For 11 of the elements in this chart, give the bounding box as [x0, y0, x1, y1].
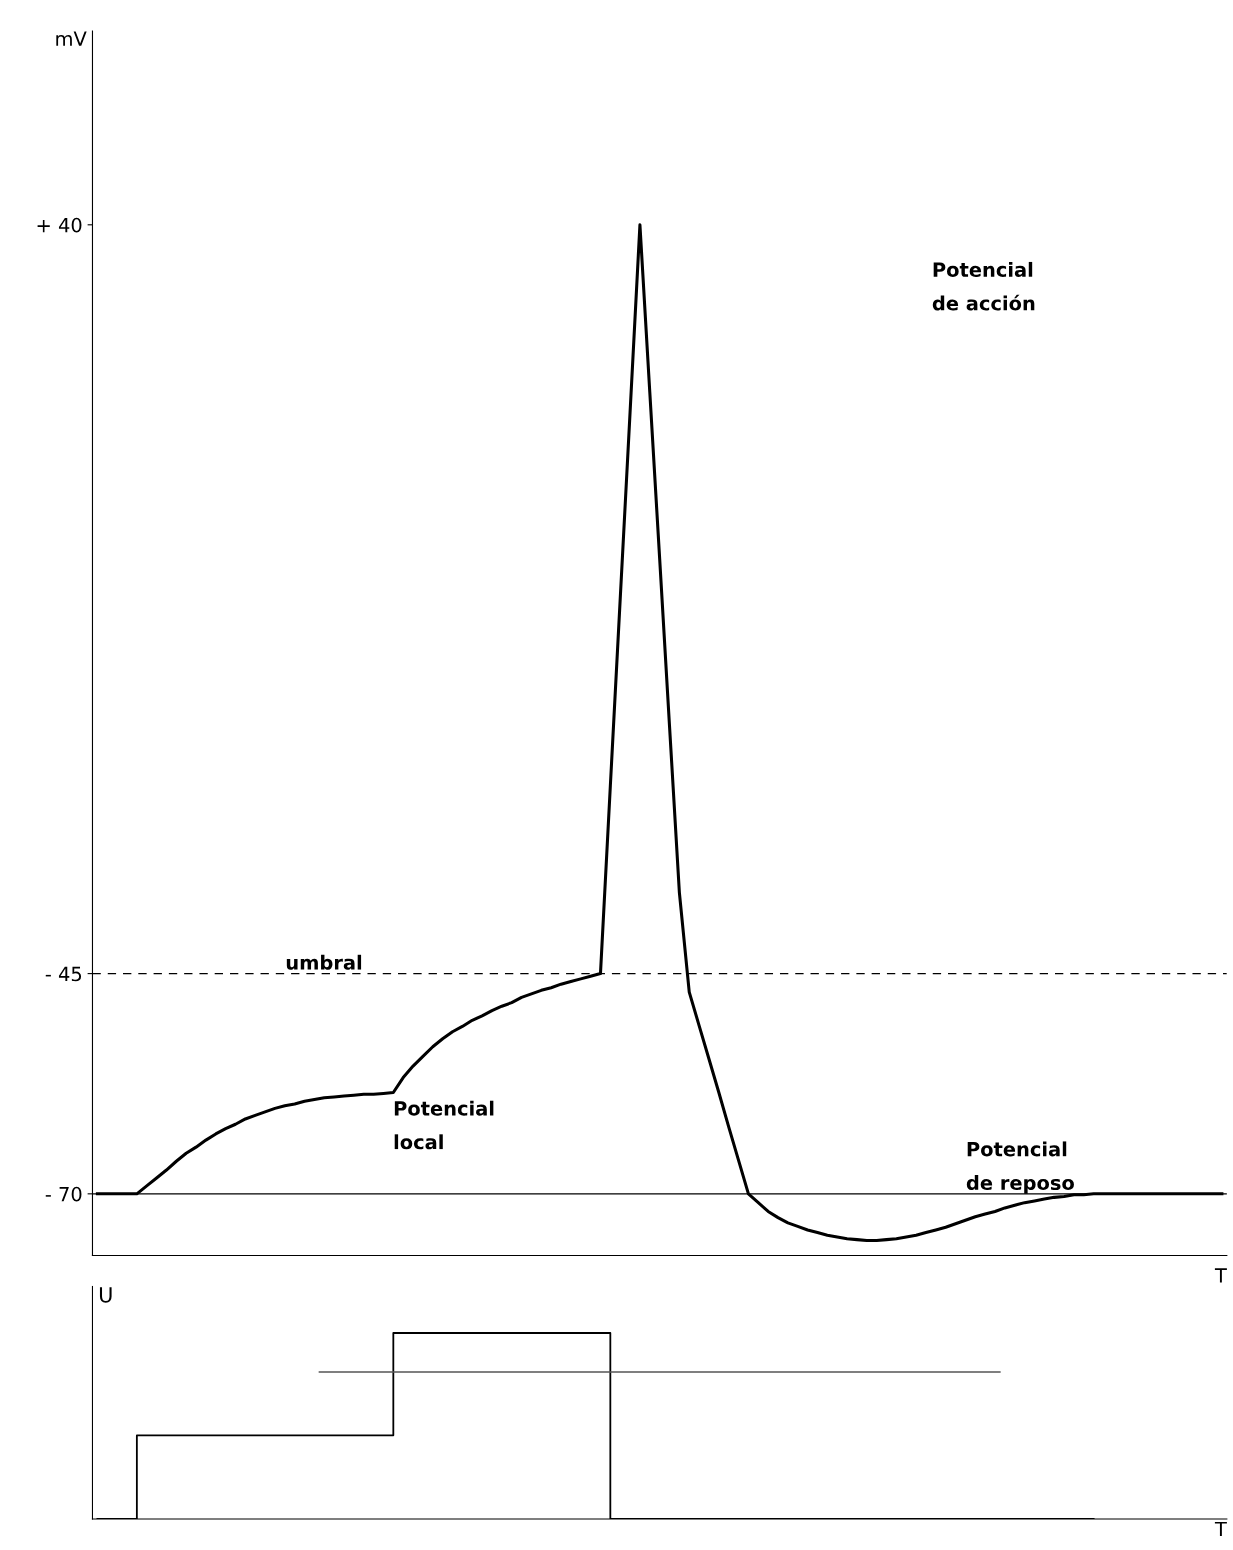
- annotation: Potencial local: [394, 1100, 494, 1150]
- x-axis-title: T: [1214, 1521, 1227, 1537]
- y-tick-label: - 45: [45, 966, 82, 982]
- annotation: Potencial de acción: [932, 261, 1035, 311]
- y-tick-label: - 70: [45, 1186, 82, 1202]
- ref-line-label: Potencial de reposo: [966, 1141, 1074, 1194]
- ref-line-label: umbral: [286, 954, 362, 970]
- x-axis-title: T: [1214, 1268, 1227, 1283]
- y-axis-title: U: [99, 1287, 112, 1303]
- y-axis-title: mV: [56, 31, 87, 46]
- y-tick-label: + 40: [37, 217, 82, 233]
